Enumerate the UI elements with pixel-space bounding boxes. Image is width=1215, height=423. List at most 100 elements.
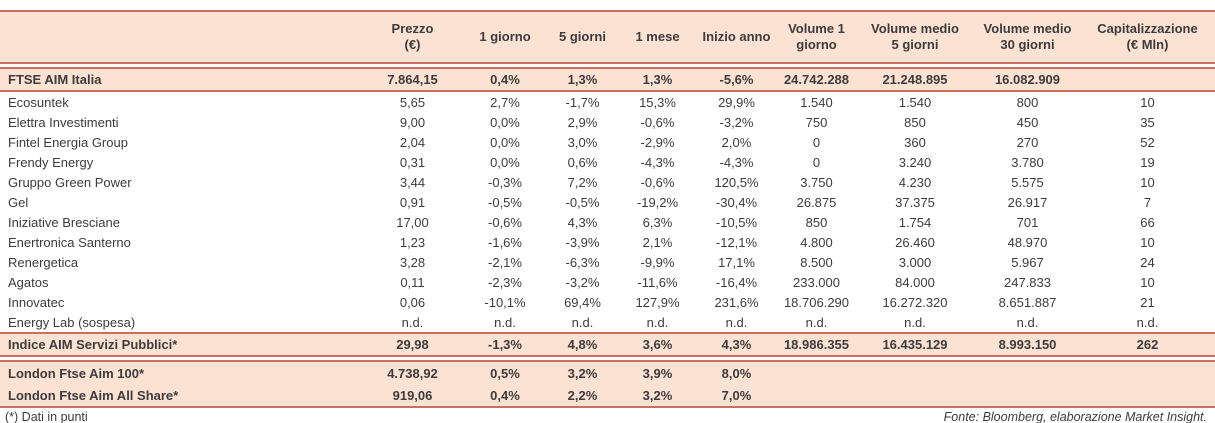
table-row: Frendy Energy 0,31 0,0% 0,6% -4,3% -4,3% 0 3.24… [0, 152, 1215, 172]
indice-aim-band: Indice AIM Servizi Pubblici* 29,98 -1,3% 4,… [0, 332, 1215, 357]
cell-prezzo: 29,98 [396, 337, 429, 352]
cell-1-giorno: -10,1% [484, 294, 526, 310]
cell-inizio-anno: n.d. [725, 314, 748, 330]
column-header-line: 1 mese [635, 29, 680, 44]
row-label: Enertronica Santerno [8, 234, 131, 250]
cell-volume-medio-30-giorni: 450 [1016, 114, 1039, 130]
cell-1-mese: -0,6% [640, 114, 675, 130]
cell-5-giorni: 1,3% [567, 72, 598, 87]
cell-volume-1-giorno: n.d. [805, 314, 828, 330]
cell-inizio-anno: -4,3% [719, 154, 754, 170]
cell-volume-1-giorno: 1.540 [800, 94, 833, 110]
cell-1-mese: -9,9% [640, 254, 675, 270]
cell-5-giorni: -3,2% [565, 274, 600, 290]
cell-capitalizzazione: 7 [1143, 194, 1152, 210]
cell-inizio-anno: 29,9% [718, 94, 755, 110]
cell-inizio-anno: 231,6% [714, 294, 759, 310]
table-row: Agatos 0,11 -2,3% -3,2% -11,6% -16,4% 233.000 8… [0, 272, 1215, 292]
table-row: Gel 0,91 -0,5% -0,5% -19,2% -30,4% 26.875 37.37… [0, 192, 1215, 212]
cell-5-giorni: 4,3% [567, 214, 598, 230]
cell-5-giorni: 7,2% [567, 174, 598, 190]
cell-inizio-anno: -30,4% [715, 194, 758, 210]
cell-inizio-anno: 120,5% [714, 174, 759, 190]
cell-1-mese: -19,2% [636, 194, 679, 210]
cell-1-giorno: -0,6% [488, 214, 522, 230]
cell-volume-medio-5-giorni: 21.248.895 [882, 72, 948, 87]
cell-volume-1-giorno: 0 [812, 154, 821, 170]
cell-1-giorno: -1,3% [488, 337, 522, 352]
table-footer: (*) Dati in punti Fonte: Bloomberg, elab… [0, 408, 1215, 423]
cell-volume-medio-5-giorni: 1.540 [898, 94, 932, 110]
cell-volume-1-giorno: 18.706.290 [783, 294, 850, 310]
table-row: Fintel Energia Group 2,04 0,0% 3,0% -2,9% 2,0… [0, 132, 1215, 152]
cell-volume-medio-30-giorni: 247.833 [1004, 274, 1051, 290]
cell-1-mese: 6,3% [642, 214, 673, 230]
cell-1-mese: 15,3% [639, 94, 676, 110]
cell-volume-medio-30-giorni: 48.970 [1007, 234, 1048, 250]
cell-volume-medio-5-giorni: 3.000 [898, 254, 932, 270]
cell-volume-1-giorno: 3.750 [800, 174, 833, 190]
cell-1-mese: 2,1% [642, 234, 673, 250]
cell-1-mese: -0,6% [640, 174, 675, 190]
row-label: Renergetica [8, 254, 79, 270]
cell-1-giorno: 0,0% [490, 154, 520, 170]
companies-section: Ecosuntek 5,65 2,7% -1,7% 15,3% 29,9% 1.540 1.5… [0, 92, 1215, 332]
cell-volume-medio-5-giorni: 84.000 [895, 274, 935, 290]
table-row: London Ftse Aim All Share* 919,06 0,4% 2,2%… [0, 384, 1215, 406]
footnote-points: (*) Dati in punti [5, 410, 88, 423]
cell-volume-medio-30-giorni: 5.967 [1011, 254, 1044, 270]
cell-5-giorni: n.d. [571, 314, 594, 330]
divider-gap [0, 64, 1215, 67]
cell-1-mese: -4,3% [640, 154, 675, 170]
cell-inizio-anno: -16,4% [715, 274, 758, 290]
column-header-line: (€ Mln) [1126, 37, 1169, 52]
cell-1-giorno: 0,0% [490, 134, 520, 150]
cell-1-mese: -2,9% [640, 134, 675, 150]
cell-volume-medio-30-giorni: 8.993.150 [998, 337, 1057, 352]
cell-capitalizzazione: 66 [1140, 214, 1155, 230]
column-header-line: 5 giorni [891, 37, 939, 52]
table-row: Enertronica Santerno 1,23 -1,6% -3,9% 2,1% -1… [0, 232, 1215, 252]
cell-5-giorni: 69,4% [564, 294, 601, 310]
table-row: Renergetica 3,28 -2,1% -6,3% -9,9% 17,1% 8.500… [0, 252, 1215, 272]
cell-volume-medio-30-giorni: 701 [1016, 214, 1039, 230]
source-note: Fonte: Bloomberg, elaborazione Market In… [943, 410, 1207, 423]
cell-capitalizzazione: 24 [1140, 254, 1155, 270]
cell-volume-1-giorno: 233.000 [793, 274, 840, 290]
cell-inizio-anno: -3,2% [719, 114, 754, 130]
cell-5-giorni: -6,3% [565, 254, 600, 270]
cell-inizio-anno: -12,1% [715, 234, 758, 250]
cell-prezzo: 0,91 [399, 194, 426, 210]
cell-5-giorni: 3,0% [567, 134, 598, 150]
cell-1-giorno: -2,3% [488, 274, 522, 290]
cell-prezzo: 0,11 [400, 274, 425, 290]
row-label: London Ftse Aim 100* [8, 365, 145, 381]
cell-volume-medio-30-giorni: 16.082.909 [994, 72, 1061, 87]
column-header-line: 5 giorni [559, 29, 606, 44]
cell-1-mese: n.d. [646, 314, 669, 330]
cell-volume-1-giorno: 850 [805, 214, 828, 230]
column-header-1-mese: 1 mese [620, 12, 695, 62]
column-header-inizio-anno: Inizio anno [695, 12, 778, 62]
column-header-1-giorno: 1 giorno [465, 12, 545, 62]
cell-5-giorni: -3,9% [565, 234, 600, 250]
cell-5-giorni: 2,2% [567, 387, 598, 403]
cell-capitalizzazione: 10 [1140, 274, 1155, 290]
cell-1-giorno: 0,5% [490, 365, 520, 381]
column-header-volume-medio-30-giorni: Volume medio 30 giorni [975, 12, 1080, 62]
cell-inizio-anno: -10,5% [715, 214, 758, 230]
table-row: FTSE AIM Italia 7.864,15 0,4% 1,3% 1,3% -5,6%… [0, 69, 1215, 90]
cell-volume-medio-5-giorni: 16.435.129 [882, 337, 948, 352]
cell-volume-medio-30-giorni: 800 [1016, 94, 1039, 110]
cell-1-mese: 3,6% [642, 337, 673, 352]
cell-1-giorno: n.d. [494, 314, 516, 330]
cell-volume-1-giorno: 18.986.355 [783, 337, 850, 352]
cell-volume-medio-5-giorni: 360 [904, 134, 926, 150]
cell-volume-medio-30-giorni: 270 [1016, 134, 1039, 150]
cell-capitalizzazione: 21 [1140, 294, 1155, 310]
cell-volume-medio-30-giorni: 26.917 [1007, 194, 1048, 210]
cell-1-giorno: 0,4% [490, 72, 520, 87]
row-label: Fintel Energia Group [8, 134, 128, 150]
column-header-volume-medio-5-giorni: Volume medio 5 giorni [855, 12, 975, 62]
